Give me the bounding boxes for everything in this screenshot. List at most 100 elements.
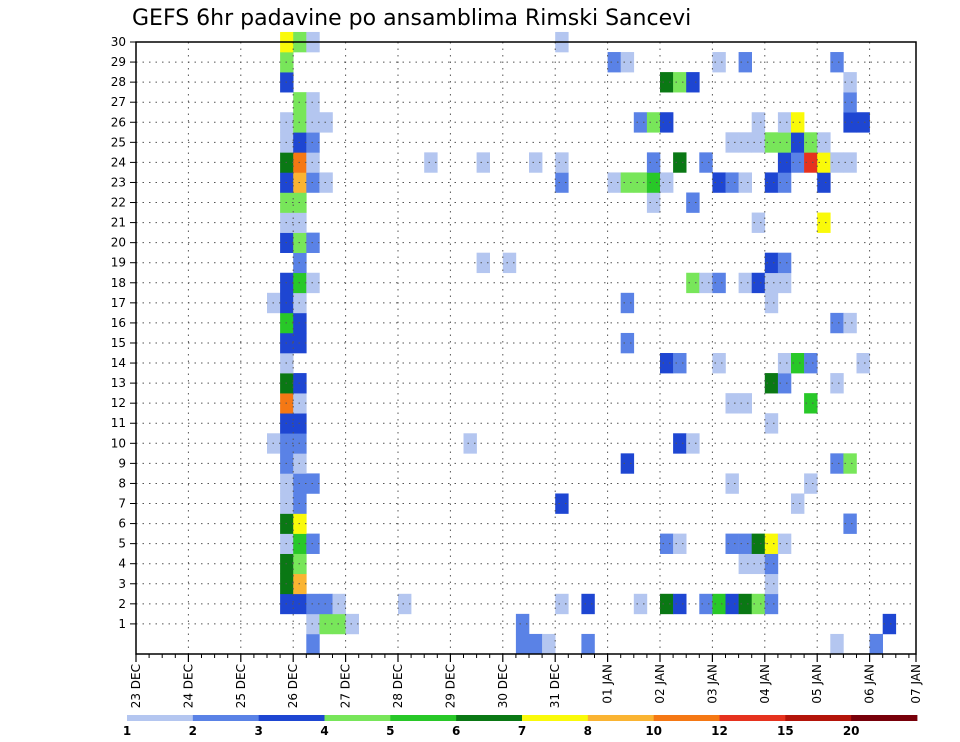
heatmap-cell: [751, 553, 766, 575]
legend-swatch: [587, 715, 655, 721]
heatmap-cell: [751, 272, 766, 294]
heatmap-cell: [712, 353, 726, 374]
heatmap-cell: [542, 633, 556, 655]
y-tick-label: 2: [118, 597, 126, 611]
heatmap-cell: [660, 593, 674, 615]
x-tick-label: 28 DEC: [391, 664, 405, 708]
heatmap-cell: [660, 533, 674, 554]
y-tick-label: 12: [111, 396, 126, 410]
heatmap-cell: [764, 373, 779, 394]
heatmap-cell: [830, 373, 844, 394]
y-tick-label: 18: [111, 276, 126, 290]
x-axis: 23 DEC 24 DEC 25 DEC 26 DEC 27 DEC 28 DEC 29 D…: [129, 654, 923, 708]
heatmap-cell: [777, 533, 792, 554]
x-tick-label: 31 DEC: [548, 664, 562, 708]
heatmap-cell: [555, 493, 569, 514]
heatmap-cell: [673, 433, 687, 454]
y-tick-label: 25: [111, 135, 126, 149]
heatmap-cell: [646, 152, 661, 173]
heatmap-cell: [777, 132, 792, 153]
heatmap-cell: [673, 593, 687, 615]
color-legend: 1 2 3 4 5 6 7 8 10 12 15 20: [123, 715, 918, 738]
heatmap-cell: [751, 533, 766, 554]
heatmap-cell: [646, 192, 661, 213]
heatmap-cell: [581, 633, 595, 655]
x-tick-label: 01 JAN: [601, 664, 615, 704]
heatmap-cell: [764, 413, 779, 434]
heatmap-cell: [660, 72, 674, 93]
heatmap-cell: [581, 593, 595, 615]
heatmap-cell: [817, 172, 831, 193]
y-tick-label: 14: [111, 356, 126, 370]
heatmap-cell: [463, 433, 477, 454]
heatmap-cell: [660, 112, 674, 133]
heatmap-cell: [830, 152, 844, 173]
heatmap-cell: [764, 593, 779, 615]
heatmap-cell: [843, 312, 857, 334]
legend-swatch: [324, 715, 391, 721]
heatmap-cell: [686, 433, 700, 454]
x-tick-label: 06 JAN: [863, 664, 877, 704]
y-tick-label: 29: [111, 55, 126, 69]
legend-label: 7: [518, 724, 526, 738]
heatmap-cell: [843, 72, 857, 93]
heatmap-cell: [699, 272, 713, 294]
heatmap-cell: [738, 533, 752, 554]
x-tick-label: 03 JAN: [705, 664, 719, 704]
heatmap-cell: [791, 152, 805, 173]
legend-label: 1: [123, 724, 131, 738]
heatmap-cell: [791, 353, 805, 374]
y-tick-label: 7: [118, 497, 126, 511]
heatmap-cell: [660, 353, 674, 374]
heatmap-cell: [764, 272, 779, 294]
heatmap-cell: [620, 292, 635, 314]
heatmap-cell: [620, 52, 635, 73]
heatmap-cell: [817, 212, 831, 233]
legend-label: 6: [452, 724, 460, 738]
heatmap-cell: [804, 473, 818, 494]
heatmap-cell: [882, 613, 897, 635]
heatmap-cell: [777, 272, 792, 294]
y-tick-label: 19: [111, 256, 126, 270]
y-tick-label: 24: [111, 155, 126, 169]
heatmap-cell: [646, 172, 661, 193]
heatmap-cell: [476, 252, 490, 274]
heatmap-cell: [699, 152, 713, 173]
heatmap-cell: [306, 633, 320, 655]
legend-label: 5: [386, 724, 394, 738]
heatmap-cell: [856, 112, 870, 133]
y-tick-label: 16: [111, 316, 126, 330]
heatmap-cell: [764, 132, 779, 153]
y-tick-label: 11: [111, 416, 126, 430]
y-tick-label: 22: [111, 196, 126, 210]
heatmap-cell: [332, 613, 346, 635]
x-tick-label: 25 DEC: [234, 664, 248, 708]
legend-swatch: [785, 715, 852, 721]
heatmap-cell: [843, 513, 857, 534]
heatmap-cell: [633, 112, 648, 133]
heatmap-cell: [712, 593, 726, 615]
y-tick-label: 27: [111, 95, 126, 109]
heatmap-cell: [686, 72, 700, 93]
heatmap-cell: [751, 132, 766, 153]
legend-label: 15: [777, 724, 794, 738]
legend-swatch: [390, 715, 457, 721]
heatmap-cell: [424, 152, 438, 173]
heatmap-cell: [633, 172, 648, 193]
heatmap-cell: [738, 553, 752, 575]
heatmap-cell: [777, 252, 792, 274]
heatmap-cell: [660, 172, 674, 193]
legend-label: 2: [189, 724, 197, 738]
heatmap-cell: [620, 172, 635, 193]
x-tick-label: 23 DEC: [129, 664, 143, 708]
heatmap-cell: [830, 52, 844, 73]
heatmap-cell: [817, 152, 831, 173]
heatmap-cell: [791, 493, 805, 514]
heatmap-cell: [555, 593, 569, 615]
heatmap-cell: [725, 473, 739, 494]
legend-label: 10: [645, 724, 662, 738]
y-tick-label: 15: [111, 336, 126, 350]
heatmap-cell: [555, 172, 569, 193]
legend-swatch: [719, 715, 786, 721]
